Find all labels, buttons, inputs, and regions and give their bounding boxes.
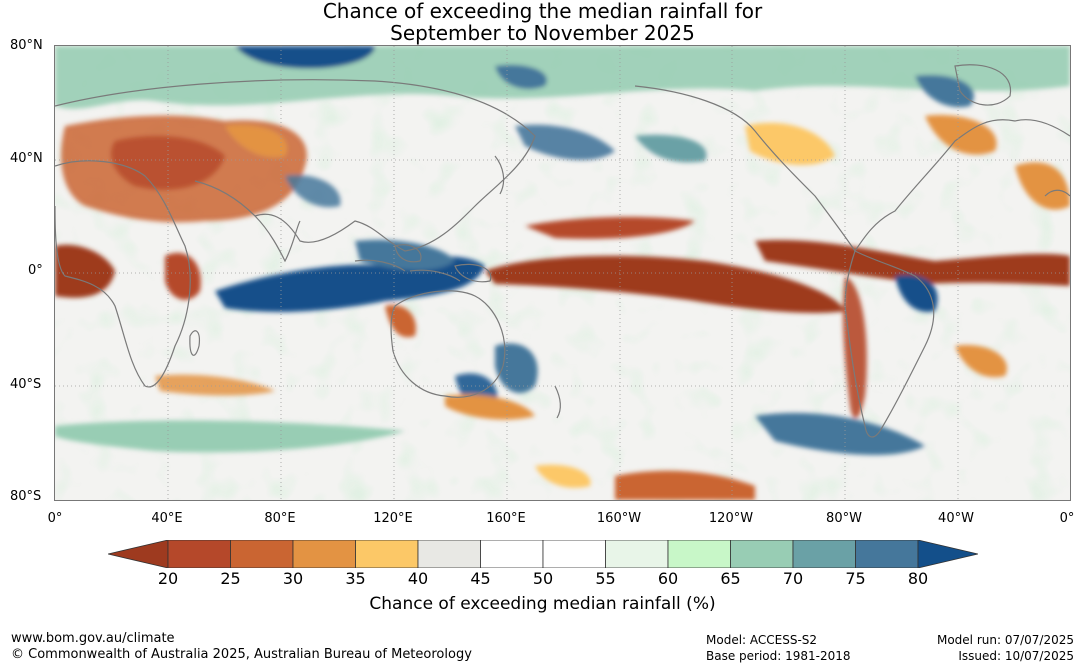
colorbar-tick-label: 20 [157,569,179,588]
india-coast [254,215,301,263]
lat-label-40n: 40°N [10,151,43,166]
north-pacific-wet-band-east [635,134,707,163]
equatorial-pacific-dry-tongue [485,255,845,313]
rainfall-outlook-map [54,45,1071,501]
north-pacific-wet-patch [495,64,547,90]
footer-model-run: Model run: 07/07/2025 [936,633,1074,647]
colorbar-under-triangle [108,540,169,568]
north-america-coast [634,85,1016,253]
colorbar-over-triangle [917,540,978,568]
colorbar-segment [355,540,419,568]
colorbar-tick-label: 70 [782,569,804,588]
south-america-coast [844,250,935,438]
greenland-coast [954,64,1012,106]
south-pacific-dry-patch [535,464,591,488]
lon-label-40w: 40°W [938,511,974,526]
lat-label-80n: 80°N [10,38,43,53]
colorbar [108,540,978,568]
colorbar-title: Chance of exceeding median rainfall (%) [369,594,716,614]
europe-west-dry-patch [1015,162,1070,210]
east-africa-dry-core [165,252,201,300]
lon-label-80e: 80°E [264,511,296,526]
australia-east-wet-patch [495,343,538,394]
lon-label-0-right: 0° [1059,511,1075,526]
colorbar-tick-label: 25 [220,569,241,588]
lon-label-40e: 40°E [151,511,183,526]
colorbar-tick-label: 35 [345,569,366,588]
new-guinea-coast [454,263,492,283]
colorbar-segment [167,540,231,568]
eurasia-coast [55,79,536,252]
africa-coast [55,160,191,388]
madagascar-coast [189,330,200,356]
north-america-dry-patch [745,122,835,166]
map-title-line1: Chance of exceeding the median rainfall … [322,0,763,23]
indonesia-wet-patch [355,239,455,271]
java-coast [409,269,461,282]
colorbar-segment [542,540,606,568]
map-title-line2: September to November 2025 [390,21,695,45]
lat-label-equator: 0° [28,263,43,278]
colorbar-tick-label: 40 [407,569,429,588]
borneo-coast [394,244,422,263]
colorbar-tick-label: 30 [282,569,304,588]
lon-label-0-left: 0° [47,511,63,526]
colorbar-segment [417,540,481,568]
footer-copyright: © Commonwealth of Australia 2025, Austra… [11,647,472,662]
lon-label-80w: 80°W [826,511,862,526]
southern-ocean-dry-patch [615,470,755,500]
arctic-wet-patch [235,46,375,69]
north-equatorial-dry-band [525,216,695,239]
europe-coast [1014,119,1070,137]
footer-issued: Issued: 10/07/2025 [958,649,1074,663]
atlantic-dry-band [755,240,1070,286]
colorbar-segment [792,540,856,568]
colorbar-tick-label: 55 [595,569,616,588]
north-pacific-wet-band [515,124,615,161]
lon-label-120w: 120°W [708,511,754,526]
west-africa-coast-east-edge [1044,189,1070,197]
colorbar-segment [730,540,794,568]
footer-model: Model: ACCESS-S2 [706,633,818,647]
footer-base-period: Base period: 1981-2018 [706,649,851,663]
colorbar-segment [292,540,356,568]
west-africa-dry-core [55,244,115,298]
japan-coast [494,155,505,195]
lat-label-40s: 40°S [10,377,42,392]
south-america-wet-patch [895,275,938,312]
colorbar-tick-label: 80 [907,569,929,588]
south-asia-wet-patch [285,175,341,208]
hudson-wet-patch [915,75,974,108]
australia-coast [390,290,506,398]
colorbar-segment [605,540,669,568]
map-canvas [55,46,1070,500]
new-zealand-coast [554,385,561,419]
footer-website: www.bom.gov.au/climate [11,631,175,646]
colorbar-segment [230,540,294,568]
colorbar-tick-label: 65 [720,569,741,588]
colorbar-segment [480,540,544,568]
lon-label-160e: 160°E [486,511,526,526]
lon-label-160w: 160°W [596,511,642,526]
lon-label-120e: 120°E [373,511,413,526]
colorbar-tick-label: 75 [845,569,866,588]
southern-ocean-green-band [55,420,405,453]
south-australia-dry-patch [445,394,535,420]
colorbar-segment [855,540,919,568]
colorbar-tick-label: 50 [532,569,554,588]
south-atlantic-dry-patch [955,345,1007,378]
coastlines [55,64,1070,438]
sumatra-coast [354,259,406,272]
south-indian-dry-streak [155,374,275,396]
central-asia-dry-patch [225,125,287,158]
colorbar-segment [667,540,731,568]
colorbar-tick-label: 45 [470,569,491,588]
south-pacific-wet-band [755,412,925,456]
lat-label-80s: 80°S [10,489,42,504]
colorbar-tick-label: 60 [657,569,679,588]
south-america-west-dry-strip [842,276,867,419]
